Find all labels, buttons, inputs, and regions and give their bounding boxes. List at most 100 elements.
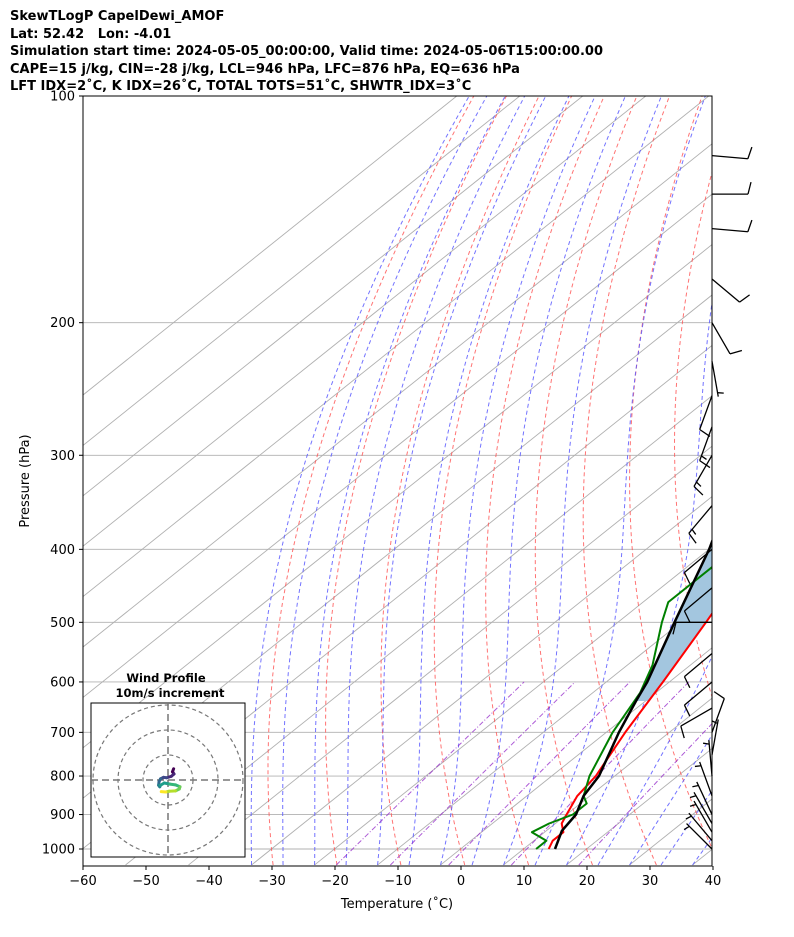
barb-flag (747, 219, 753, 232)
y-axis: 100 200 300 400 500 600 700 800 900 1000 (42, 90, 83, 858)
barb-shaft (711, 278, 740, 303)
y-tick-label: 400 (50, 543, 75, 558)
mixing-ratio-line (448, 681, 631, 866)
barb-shaft (711, 227, 748, 233)
barb-flag (747, 181, 752, 195)
x-tick-label: −10 (384, 874, 411, 889)
stability-indices: LFT IDX=2˚C, K IDX=26˚C, TOTAL TOTS=51˚C… (10, 79, 472, 95)
barb-shaft (693, 800, 713, 833)
station-location: Lat: 52.42 Lon: -4.01 (10, 26, 172, 42)
hodograph-inset: Wind Profile 10m/s increment (90, 671, 246, 858)
wind-barb (683, 823, 713, 850)
barb-shaft (680, 707, 713, 727)
isotherm-line (83, 143, 712, 648)
moist-adiabat (660, 789, 712, 866)
dry-adiabat (267, 96, 475, 866)
moist-adiabat (408, 96, 570, 866)
x-tick-label: −20 (321, 874, 348, 889)
isotherm-line (692, 848, 712, 866)
x-tick-label: 30 (642, 874, 659, 889)
isotherm-line (440, 647, 712, 866)
moist-adiabat (250, 96, 470, 866)
x-tick-label: 40 (705, 874, 722, 889)
wind-barb (683, 652, 713, 689)
barb-shaft (708, 740, 713, 777)
wind-barb (712, 181, 752, 195)
dry-adiabat (629, 96, 712, 850)
isotherm-line (314, 546, 712, 866)
barb-shaft (684, 548, 713, 573)
x-tick-label: 0 (457, 874, 465, 889)
dry-adiabat (582, 96, 670, 866)
dry-adiabat (433, 96, 573, 866)
y-tick-label: 300 (50, 449, 75, 464)
isotherm-line (83, 96, 521, 446)
simulation-times: Simulation start time: 2024-05-05_00:00:… (10, 44, 603, 60)
dry-adiabat (673, 170, 712, 699)
wind-barb (711, 361, 724, 397)
barb-shaft (711, 322, 731, 355)
barb-half-flag (701, 455, 707, 460)
cape-area (636, 541, 712, 701)
barb-shaft (711, 154, 748, 160)
barb-half-flag (683, 825, 690, 831)
barb-half-flag (692, 784, 699, 788)
y-tick-label: 1000 (42, 843, 75, 858)
isotherm-line (83, 193, 712, 698)
mixing-ratio-line (335, 681, 525, 866)
moist-adiabat (503, 96, 662, 866)
barb-half-flag (689, 795, 697, 799)
barb-half-flag (691, 529, 697, 535)
barb-shaft (684, 681, 713, 706)
barb-flag (747, 146, 753, 159)
y-tick-label: 700 (50, 726, 75, 741)
wind-barb (699, 395, 713, 437)
isotherm-line (377, 596, 712, 866)
wind-barb (688, 505, 713, 544)
cape-shading (636, 541, 712, 701)
isotherm-line (83, 96, 458, 396)
moist-adiabat (471, 96, 626, 866)
barb-shaft (696, 781, 713, 815)
dry-adiabat (760, 96, 794, 865)
barb-shaft (693, 454, 713, 487)
moist-adiabat (345, 96, 526, 865)
y-tick-label: 200 (50, 316, 75, 331)
wind-barbs (672, 146, 753, 850)
barb-shaft (699, 761, 713, 797)
barb-half-flag (696, 481, 702, 487)
moist-adiabat (282, 96, 488, 866)
wind-barb (703, 740, 713, 777)
wind-barb (683, 587, 713, 623)
x-axis-label: Temperature (˚C) (340, 896, 453, 912)
isotherm-line (83, 96, 647, 547)
wind-barb (711, 691, 725, 733)
x-axis: −60 −50 −40 −30 −20 −10 0 10 20 30 40 (69, 866, 721, 889)
y-tick-label: 500 (50, 616, 75, 631)
isotherm-line (83, 96, 584, 497)
barb-shaft (684, 587, 713, 612)
x-tick-label: −60 (69, 874, 96, 889)
y-tick-label: 900 (50, 808, 75, 823)
dry-adiabat (325, 96, 507, 866)
barb-shaft (684, 652, 713, 678)
header: SkewTLogP CapelDewi_AMOF Lat: 52.42 Lon:… (10, 8, 603, 96)
hodograph-title: Wind Profile (126, 671, 206, 685)
barb-shaft (711, 361, 719, 397)
barb-shaft (693, 792, 713, 824)
isotherm-line (566, 748, 712, 866)
temperature-profile-line (547, 612, 712, 850)
x-tick-label: 20 (579, 874, 596, 889)
isotherm-line (188, 445, 712, 866)
isotherm-line (125, 395, 712, 866)
barb-flag (683, 610, 691, 623)
parcel-profile-line (553, 538, 712, 850)
instability-parameters: CAPE=15 j/kg, CIN=-28 j/kg, LCL=946 hPa,… (10, 61, 520, 77)
barb-shaft (688, 812, 713, 842)
barb-half-flag (694, 765, 702, 768)
dewpoint-profile-line (530, 565, 712, 850)
barb-half-flag (689, 803, 697, 807)
barb-flag (683, 572, 691, 584)
barb-shaft (711, 719, 719, 756)
